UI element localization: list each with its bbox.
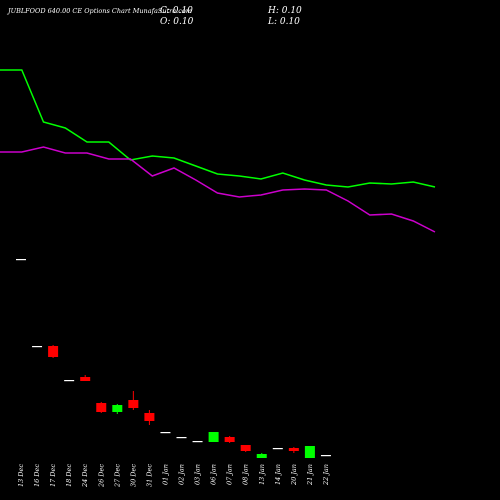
x-tick-label: 13 Dec [17, 464, 25, 487]
ohlc-label: H: 0.10 [267, 6, 302, 16]
x-tick-label: 27 Dec [113, 464, 121, 488]
x-tick-label: 18 Dec [65, 464, 73, 487]
candle-body [112, 405, 123, 412]
x-tick-label: 16 Dec [33, 464, 41, 487]
candle-body [64, 380, 75, 382]
x-tick-label: 06 Jan [210, 464, 218, 485]
candle-body [192, 441, 203, 443]
candle-body [208, 432, 219, 442]
candle-body [80, 377, 91, 381]
candle-body [272, 448, 283, 450]
candle-body [304, 446, 315, 458]
x-tick-label: 30 Dec [129, 464, 137, 487]
chart-title: JUBLFOOD 640.00 CE Options Chart MunafaS… [6, 7, 192, 15]
x-tick-label: 14 Jan [274, 464, 282, 485]
candle-body [144, 413, 155, 421]
x-tick-label: 26 Dec [97, 464, 105, 488]
x-tick-label: 03 Jan [194, 464, 202, 485]
x-tick-label: 17 Dec [49, 464, 57, 487]
x-tick-label: 21 Jan [306, 464, 314, 486]
candle-body [320, 455, 331, 457]
x-tick-label: 07 Jan [226, 464, 234, 485]
ohlc-label: C: 0.10 [160, 6, 193, 16]
x-tick-label: 31 Dec [145, 464, 153, 487]
x-tick-label: 22 Jan [322, 464, 330, 486]
candle-body [224, 437, 235, 442]
candle-body [160, 432, 171, 434]
x-tick-label: 01 Jan [161, 464, 169, 485]
x-tick-label: 13 Jan [258, 464, 266, 485]
x-tick-label: 08 Jan [242, 464, 250, 485]
candle-body [288, 448, 299, 451]
candle-body [96, 403, 107, 412]
candle-body [176, 437, 187, 439]
ohlc-label: O: 0.10 [160, 17, 194, 27]
candle-body [256, 454, 267, 458]
candle-body [48, 346, 59, 357]
x-tick-label: 20 Jan [290, 464, 298, 486]
candle-body [128, 400, 139, 408]
ma-line [0, 69, 436, 188]
x-tick-label: 24 Dec [81, 464, 89, 488]
candle-body [240, 445, 251, 451]
ma-line [0, 146, 436, 233]
x-tick-label: 02 Jan [178, 464, 186, 485]
candle-body [32, 346, 43, 348]
candle-body [16, 259, 26, 261]
ohlc-label: L: 0.10 [267, 17, 300, 27]
